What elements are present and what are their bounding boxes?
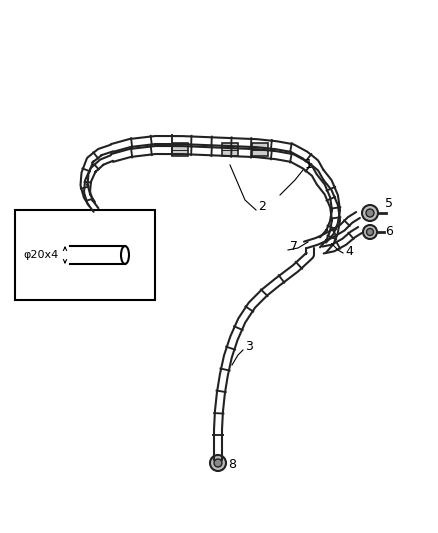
Text: 5: 5 [385,197,393,210]
Circle shape [210,455,226,471]
Circle shape [214,459,222,467]
Text: 6: 6 [385,225,393,238]
Bar [172,143,188,156]
Text: 1: 1 [305,158,313,171]
Bar [222,143,238,156]
Bar [252,143,268,156]
Circle shape [363,225,377,239]
Text: 3: 3 [245,340,253,353]
Circle shape [367,229,374,236]
Text: 2: 2 [258,200,266,213]
Text: φ20x4: φ20x4 [23,250,58,260]
Circle shape [366,209,374,217]
Text: 8: 8 [228,458,236,471]
Text: 4: 4 [345,245,353,258]
Bar [15,210,155,300]
Circle shape [362,205,378,221]
Text: 7: 7 [290,240,298,253]
